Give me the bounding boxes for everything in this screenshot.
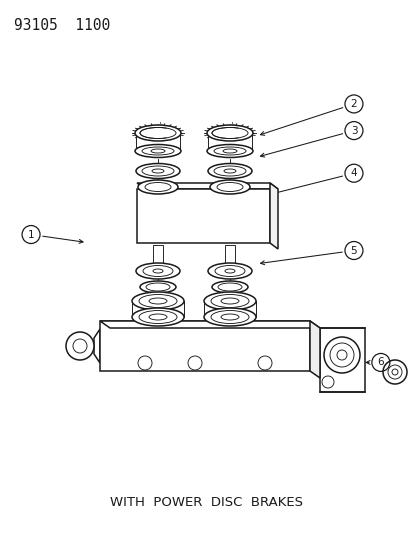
- Ellipse shape: [153, 269, 163, 273]
- Circle shape: [66, 332, 94, 360]
- Polygon shape: [137, 189, 269, 243]
- Ellipse shape: [142, 166, 173, 176]
- Ellipse shape: [211, 295, 248, 308]
- Circle shape: [257, 356, 271, 370]
- Text: 5: 5: [350, 246, 356, 255]
- Ellipse shape: [152, 169, 164, 173]
- Ellipse shape: [221, 298, 238, 304]
- Ellipse shape: [223, 149, 236, 153]
- Circle shape: [138, 356, 152, 370]
- Ellipse shape: [145, 182, 171, 191]
- Ellipse shape: [214, 147, 245, 155]
- Ellipse shape: [214, 166, 245, 176]
- Ellipse shape: [221, 314, 238, 320]
- Polygon shape: [142, 309, 173, 321]
- Polygon shape: [137, 183, 277, 189]
- Polygon shape: [132, 301, 183, 317]
- Ellipse shape: [138, 180, 178, 194]
- Ellipse shape: [136, 263, 180, 279]
- Ellipse shape: [211, 311, 248, 324]
- Ellipse shape: [139, 311, 177, 324]
- Ellipse shape: [136, 164, 180, 179]
- Ellipse shape: [204, 292, 255, 310]
- Ellipse shape: [207, 164, 252, 179]
- Ellipse shape: [140, 127, 176, 139]
- Text: WITH  POWER  DISC  BRAKES: WITH POWER DISC BRAKES: [110, 497, 303, 510]
- Circle shape: [391, 369, 397, 375]
- Text: 3: 3: [350, 126, 356, 135]
- Text: 93105  1100: 93105 1100: [14, 18, 110, 33]
- Circle shape: [336, 350, 346, 360]
- Ellipse shape: [132, 308, 183, 326]
- Ellipse shape: [204, 308, 255, 326]
- Circle shape: [382, 360, 406, 384]
- Ellipse shape: [135, 144, 180, 157]
- Ellipse shape: [149, 314, 166, 320]
- Text: 2: 2: [350, 99, 356, 109]
- Circle shape: [387, 365, 401, 379]
- Polygon shape: [136, 133, 180, 151]
- Polygon shape: [100, 321, 319, 328]
- Polygon shape: [224, 245, 235, 267]
- Ellipse shape: [206, 144, 252, 157]
- Polygon shape: [269, 183, 277, 249]
- Polygon shape: [204, 301, 255, 317]
- Ellipse shape: [218, 283, 242, 291]
- Ellipse shape: [146, 283, 170, 291]
- Ellipse shape: [211, 127, 247, 139]
- Ellipse shape: [151, 149, 165, 153]
- Ellipse shape: [142, 147, 173, 155]
- Text: 1: 1: [28, 230, 34, 239]
- Ellipse shape: [214, 265, 244, 277]
- Circle shape: [329, 343, 353, 367]
- Ellipse shape: [224, 269, 235, 273]
- Ellipse shape: [206, 125, 252, 141]
- Polygon shape: [94, 329, 100, 363]
- Ellipse shape: [132, 292, 183, 310]
- Ellipse shape: [211, 281, 247, 293]
- Ellipse shape: [209, 180, 249, 194]
- Polygon shape: [214, 309, 245, 321]
- Circle shape: [188, 356, 202, 370]
- Circle shape: [323, 337, 359, 373]
- Ellipse shape: [135, 125, 180, 141]
- Polygon shape: [319, 328, 364, 392]
- Text: 6: 6: [377, 358, 383, 367]
- Circle shape: [73, 339, 87, 353]
- Ellipse shape: [139, 295, 177, 308]
- Ellipse shape: [142, 265, 173, 277]
- Polygon shape: [153, 245, 163, 267]
- Ellipse shape: [140, 281, 176, 293]
- Ellipse shape: [223, 169, 235, 173]
- Ellipse shape: [216, 182, 242, 191]
- Polygon shape: [100, 321, 309, 371]
- Polygon shape: [309, 321, 319, 378]
- Text: 4: 4: [350, 168, 356, 178]
- Ellipse shape: [207, 263, 252, 279]
- Ellipse shape: [149, 298, 166, 304]
- Polygon shape: [207, 133, 252, 151]
- Circle shape: [321, 376, 333, 388]
